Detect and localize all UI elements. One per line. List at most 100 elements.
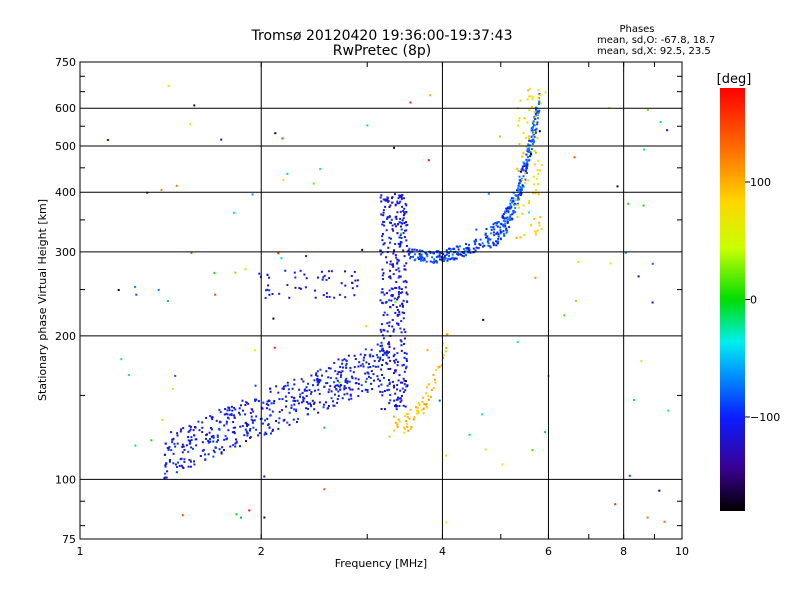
data-point	[399, 339, 402, 342]
data-point	[522, 169, 525, 172]
data-point	[341, 370, 344, 373]
data-point	[333, 404, 336, 407]
data-point	[430, 388, 433, 391]
data-point	[403, 207, 406, 210]
data-point	[389, 275, 392, 278]
data-point	[286, 172, 289, 175]
data-point	[398, 374, 401, 377]
data-point	[335, 388, 338, 391]
data-point	[413, 248, 416, 251]
data-point	[233, 414, 235, 417]
data-point	[254, 399, 257, 402]
x-tick-label: 4	[439, 545, 446, 558]
data-point	[258, 272, 261, 275]
data-point	[381, 391, 384, 394]
data-point	[516, 202, 519, 205]
data-point	[388, 341, 390, 344]
data-point	[277, 252, 280, 255]
data-point	[268, 400, 271, 402]
data-point	[396, 223, 399, 226]
data-point	[171, 388, 174, 391]
data-point	[205, 437, 207, 440]
data-point	[398, 397, 401, 400]
data-point	[433, 378, 436, 381]
data-point	[285, 400, 288, 402]
data-point	[315, 372, 318, 375]
data-point	[302, 380, 305, 383]
data-point	[182, 445, 185, 448]
data-point	[393, 384, 395, 387]
data-point	[429, 94, 432, 97]
data-point	[382, 211, 385, 214]
data-point	[460, 253, 463, 256]
data-point	[577, 260, 580, 263]
data-point	[255, 415, 258, 418]
data-point	[265, 289, 267, 292]
data-point	[281, 137, 284, 140]
data-point	[512, 197, 515, 200]
data-point	[290, 404, 293, 407]
data-point	[532, 126, 534, 129]
data-point	[667, 409, 670, 412]
data-point	[327, 391, 330, 394]
data-point	[389, 359, 392, 362]
data-point	[398, 202, 401, 205]
data-point	[461, 254, 464, 257]
data-point	[396, 364, 399, 367]
data-point	[379, 345, 382, 347]
data-point	[492, 226, 495, 229]
data-point	[398, 286, 401, 289]
data-point	[377, 365, 380, 368]
data-point	[405, 229, 408, 232]
data-point	[341, 359, 344, 362]
data-point	[293, 403, 296, 406]
data-point	[245, 423, 248, 425]
data-point	[519, 193, 521, 196]
data-point	[317, 411, 320, 414]
data-point	[185, 444, 188, 447]
data-point	[268, 426, 271, 429]
data-point	[393, 223, 396, 226]
data-point	[666, 129, 669, 132]
data-point	[365, 377, 368, 380]
data-point	[422, 396, 425, 399]
data-point	[357, 382, 360, 385]
data-point	[402, 404, 405, 407]
data-point	[382, 198, 385, 201]
data-point	[525, 158, 528, 161]
data-point	[400, 288, 403, 291]
data-point	[404, 337, 406, 340]
data-point	[429, 395, 432, 398]
data-point	[518, 175, 521, 178]
data-point	[302, 396, 304, 399]
data-point	[506, 220, 509, 223]
data-point	[467, 251, 470, 254]
data-point	[365, 361, 368, 364]
data-point	[484, 233, 487, 236]
data-point	[323, 403, 326, 406]
data-point	[474, 238, 477, 241]
data-point	[302, 398, 305, 401]
data-point	[172, 452, 175, 455]
data-point	[398, 293, 400, 296]
data-point	[518, 188, 521, 191]
data-point	[134, 444, 137, 447]
data-point	[394, 193, 396, 196]
data-point	[393, 361, 396, 364]
data-point	[537, 193, 540, 196]
data-point	[402, 214, 405, 217]
data-point	[525, 153, 528, 156]
data-point	[405, 352, 408, 355]
data-point	[330, 390, 333, 393]
data-point	[499, 229, 502, 232]
data-point	[278, 398, 281, 401]
data-point	[234, 442, 237, 445]
data-point	[386, 261, 388, 264]
data-point	[377, 385, 380, 388]
data-point	[292, 399, 295, 402]
data-point	[421, 400, 424, 403]
data-point	[308, 389, 311, 392]
data-point	[364, 388, 367, 391]
data-point	[360, 384, 363, 387]
data-point	[531, 143, 534, 145]
